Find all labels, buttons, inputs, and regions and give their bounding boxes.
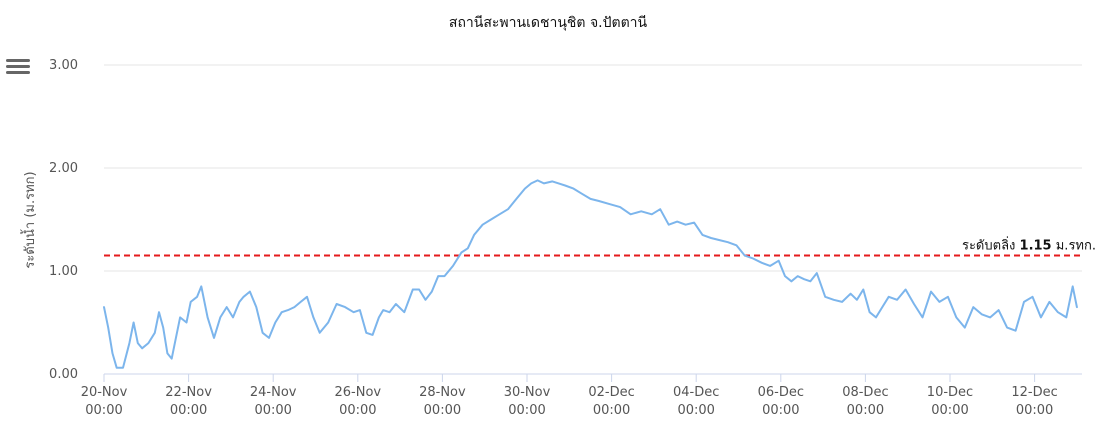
y-axis: 0.00 1.00 2.00 3.00 — [49, 58, 78, 382]
x-tick-label-day: 06-Dec — [758, 385, 804, 400]
x-tick-label-time: 00:00 — [931, 403, 968, 418]
series-group — [103, 179, 1078, 369]
x-tick-label-time: 00:00 — [170, 403, 207, 418]
x-tick-label-day: 30-Nov — [504, 385, 551, 400]
chart-title: สถานีสะพานเดชานุชิต จ.ปัตตานี — [449, 15, 648, 31]
grid-lines — [104, 64, 1082, 375]
x-tick-label-time: 00:00 — [593, 403, 630, 418]
x-tick-label-day: 24-Nov — [250, 385, 297, 400]
x-tick-label-time: 00:00 — [762, 403, 799, 418]
water-level-series-line — [103, 179, 1078, 369]
x-tick-label-time: 00:00 — [1016, 403, 1053, 418]
bank-level-label-value: 1.15 — [1020, 239, 1052, 254]
x-tick-label-day: 10-Dec — [927, 385, 973, 400]
x-tick-label-time: 00:00 — [85, 403, 122, 418]
y-tick-label: 0.00 — [49, 367, 78, 382]
x-axis: 20-Nov 00:00 22-Nov 00:00 24-Nov 00:00 26-Nov 0… — [81, 374, 1058, 418]
x-tick-label-time: 00:00 — [508, 403, 545, 418]
bank-level-label-suffix: ม.รทก. — [1052, 239, 1096, 254]
plot-lines: ระดับตลิ่ง 1.15 ม.รทก. — [104, 237, 1096, 257]
x-tick-label-day: 04-Dec — [673, 385, 719, 400]
x-tick-label-day: 22-Nov — [165, 385, 212, 400]
bank-level-label: ระดับตลิ่ง 1.15 ม.รทก. — [962, 237, 1096, 254]
y-tick-label: 1.00 — [49, 264, 78, 279]
x-tick-label-day: 02-Dec — [588, 385, 634, 400]
y-tick-label: 3.00 — [49, 58, 78, 73]
x-tick-label-day: 08-Dec — [842, 385, 888, 400]
x-tick-label-time: 00:00 — [677, 403, 714, 418]
x-tick-label-day: 28-Nov — [419, 385, 466, 400]
x-tick-label-time: 00:00 — [847, 403, 884, 418]
x-tick-label-day: 12-Dec — [1011, 385, 1057, 400]
menu-icon[interactable] — [6, 56, 30, 76]
x-tick-label-time: 00:00 — [254, 403, 291, 418]
x-tick-label-day: 20-Nov — [81, 385, 128, 400]
bank-level-label-prefix: ระดับตลิ่ง — [962, 237, 1020, 254]
y-tick-label: 2.00 — [49, 161, 78, 176]
x-tick-label-time: 00:00 — [424, 403, 461, 418]
y-axis-label: ระดับน้ำ (ม.รทก) — [20, 171, 38, 268]
x-tick-label-day: 26-Nov — [334, 385, 381, 400]
x-tick-label-time: 00:00 — [339, 403, 376, 418]
